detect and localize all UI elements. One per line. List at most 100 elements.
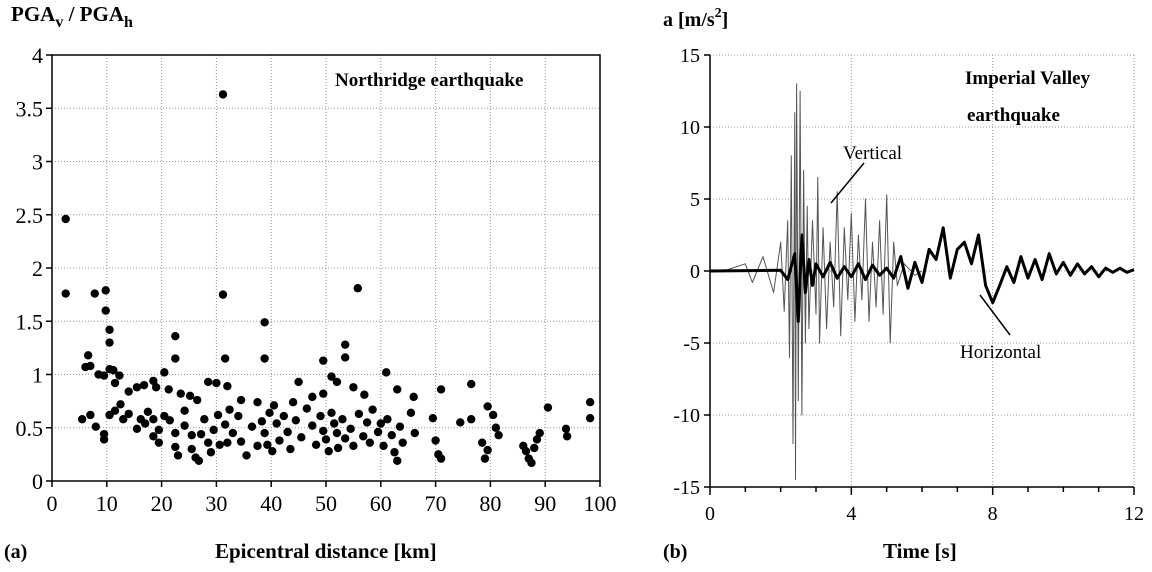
chart-b-ylabel: a [m/s2] [663, 6, 728, 31]
chart-a-point [272, 419, 281, 428]
chart-a-point [171, 442, 180, 452]
chart-a-point [477, 438, 487, 447]
chart-a-point [494, 431, 503, 440]
chart-a-point [379, 441, 388, 451]
chart-b-series-vertical [709, 83, 923, 481]
chart-a-x-tick-label: 20 [151, 491, 173, 516]
chart-a-point [359, 432, 368, 441]
chart-a-point [253, 441, 262, 451]
chart-a-point [206, 448, 216, 457]
ylabel-pga-h: / PGA [63, 2, 124, 26]
chart-a-point [132, 424, 142, 434]
chart-a-point [176, 389, 185, 398]
chart-a-point [308, 421, 317, 430]
chart-a-point [585, 413, 595, 423]
chart-a-point [383, 415, 392, 424]
chart-a-point [269, 401, 279, 410]
chart-b-ticks: 0 4 8 12 15 10 5 0 -5 -10 -15 [673, 45, 1144, 525]
chart-a-point [279, 411, 289, 421]
chart-a-point [338, 415, 347, 424]
chart-a-point [194, 456, 204, 465]
chart-a-point [119, 415, 128, 424]
chart-a-point [410, 428, 419, 438]
chart-a-point [193, 395, 202, 405]
chart-a-point [220, 354, 230, 363]
chart-a-x-tick-label: 70 [425, 491, 447, 516]
chart-a-point [116, 400, 125, 409]
chart-a-point [253, 397, 262, 407]
chart-a-point [109, 366, 118, 375]
panel-a-label: (a) [4, 541, 27, 563]
chart-a-point [236, 395, 246, 405]
chart-a-point [242, 451, 251, 460]
chart-b-title-line2: earthquake [967, 105, 1060, 126]
chart-a-point [332, 428, 342, 438]
chart-a-point [521, 446, 531, 456]
chart-a-point [132, 383, 142, 392]
chart-a-point [260, 318, 269, 327]
annotation-vertical: Vertical [843, 143, 902, 164]
chart-a-point [376, 419, 385, 428]
chart-a-point [431, 436, 440, 445]
chart-a-point [467, 379, 476, 389]
chart-a-point [353, 284, 362, 293]
chart-a-x-tick-label: 40 [260, 491, 282, 516]
ylabel-sub-v: v [55, 14, 63, 31]
chart-a-point [268, 446, 277, 456]
chart-a-point [91, 422, 101, 431]
chart-a-point [218, 290, 228, 299]
chart-a-point [349, 441, 358, 451]
chart-a-point [387, 431, 396, 440]
chart-a-point [395, 422, 405, 431]
chart-a-point [543, 403, 553, 412]
chart-a-point [294, 377, 303, 387]
chart-b-y-tick-label: 0 [690, 261, 700, 283]
chart-a-point [535, 428, 544, 438]
chart-a-point [483, 402, 492, 411]
chart-a-point [382, 368, 391, 377]
chart-a-point [311, 440, 321, 449]
annotation-horizontal-leader [979, 294, 1011, 336]
chart-a-point [83, 351, 93, 360]
chart-a-point [324, 446, 333, 456]
chart-a-point [354, 409, 364, 419]
chart-a-point [212, 378, 221, 388]
chart-a-point [139, 380, 149, 390]
chart-a-point [171, 354, 180, 363]
chart-a-point [228, 428, 238, 438]
chart-a-x-tick-label: 10 [96, 491, 118, 516]
chart-a-point [209, 425, 218, 435]
annotation-horizontal: Horizontal [960, 342, 1041, 363]
chart-a-y-tick-label: 2.5 [16, 203, 44, 228]
chart-a-point [225, 405, 234, 414]
chart-a-point [257, 417, 267, 426]
chart-a-point [215, 440, 224, 449]
chart-a-x-tick-label: 60 [370, 491, 392, 516]
ylabel-b-close: ] [722, 9, 729, 31]
chart-a-point [61, 289, 70, 298]
chart-a-y-tick-label: 0.5 [16, 416, 44, 441]
chart-a-point [480, 454, 490, 463]
chart-a-point [393, 385, 402, 394]
chart-a-point [101, 306, 110, 315]
chart-b-y-tick-label: 5 [690, 189, 700, 211]
chart-a-y-tick-label: 1.5 [16, 309, 44, 334]
chart-a-y-tick-label: 3.5 [16, 96, 44, 121]
chart-a: 0 10 20 30 40 50 60 70 80 90 10000.511.522.533.54 … [4, 2, 617, 563]
chart-a-point [154, 438, 164, 447]
chart-a-point [327, 408, 336, 418]
chart-a-point [86, 361, 95, 371]
chart-a-point [302, 404, 312, 413]
chart-a-point [110, 406, 120, 415]
chart-a-point [491, 423, 501, 432]
chart-a-y-tick-label: 1 [32, 363, 43, 388]
chart-a-point [340, 434, 350, 443]
chart-a-xlabel: Epicentral distance [km] [215, 539, 437, 563]
chart-a-ylabel: PGAv / PGAh [11, 2, 133, 31]
chart-a-point [467, 415, 476, 424]
chart-a-point [373, 427, 383, 437]
chart-a-point [151, 383, 161, 392]
chart-a-point [456, 418, 465, 427]
annotation-vertical-leader [830, 162, 865, 204]
chart-a-point [99, 435, 109, 444]
